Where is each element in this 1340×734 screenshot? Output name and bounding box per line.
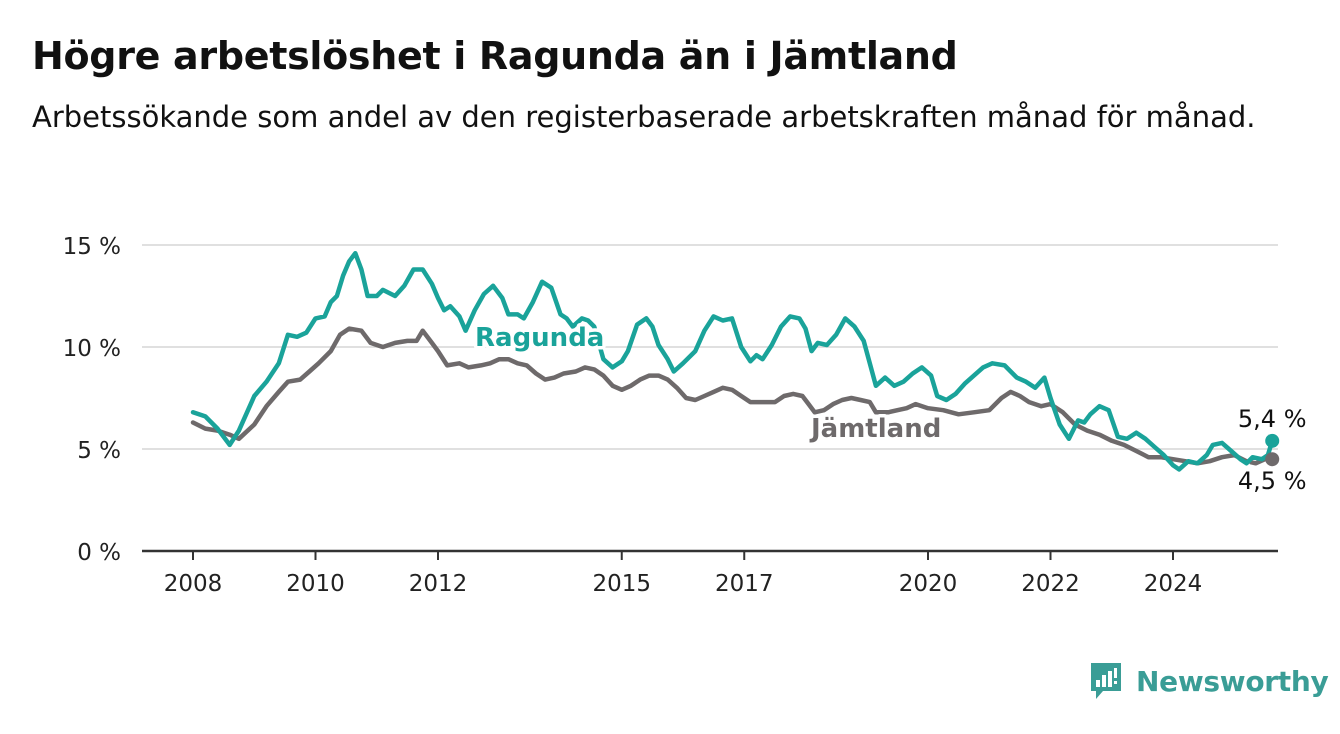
x-axis-ticks: 2008 2010 2012 2015 2017 2020 2022 2024 — [164, 551, 1203, 597]
x-tick-label: 2012 — [409, 571, 468, 597]
x-tick-label: 2008 — [164, 571, 223, 597]
line-chart: 0 %5 %10 %15 % 2008 2010 2012 2015 2017 2020 2… — [62, 234, 1310, 597]
brand-name: Newsworthy — [1136, 664, 1329, 698]
y-tick-label: 0 % — [77, 540, 121, 566]
grid-lines — [142, 244, 1278, 553]
x-tick-label: 2024 — [1144, 571, 1203, 597]
y-tick-label: 15 % — [63, 234, 121, 260]
series-labels: Ragunda Jämtland 5,4 % 4,5 % — [472, 320, 1310, 499]
series-label-jamtland: Jämtland — [809, 414, 941, 444]
series-label-ragunda: Ragunda — [475, 323, 604, 353]
chart-subtitle: Arbetssökande som andel av den registerb… — [32, 100, 1256, 134]
x-tick-label: 2022 — [1021, 571, 1080, 597]
series-line-ragunda — [190, 250, 1275, 472]
end-point-jamtland — [1265, 452, 1280, 467]
y-tick-label: 10 % — [63, 336, 121, 362]
x-tick-label: 2020 — [899, 571, 958, 597]
y-tick-label: 5 % — [77, 438, 121, 464]
end-value-label-jamtland: 4,5 % — [1238, 467, 1307, 495]
end-point-ragunda — [1265, 433, 1280, 448]
y-axis-ticks: 0 % 5 % 10 % 15 % — [63, 234, 121, 566]
series-lines — [190, 250, 1275, 472]
x-tick-label: 2010 — [286, 571, 345, 597]
newsworthy-logo-icon — [1091, 663, 1121, 699]
x-tick-label: 2015 — [592, 571, 651, 597]
x-tick-label: 2017 — [715, 571, 774, 597]
brand-logo: Newsworthy — [1088, 660, 1329, 702]
series-line-jamtland — [190, 326, 1275, 466]
chart-title: Högre arbetslöshet i Ragunda än i Jämtla… — [32, 34, 958, 78]
end-value-label-ragunda: 5,4 % — [1238, 405, 1307, 433]
